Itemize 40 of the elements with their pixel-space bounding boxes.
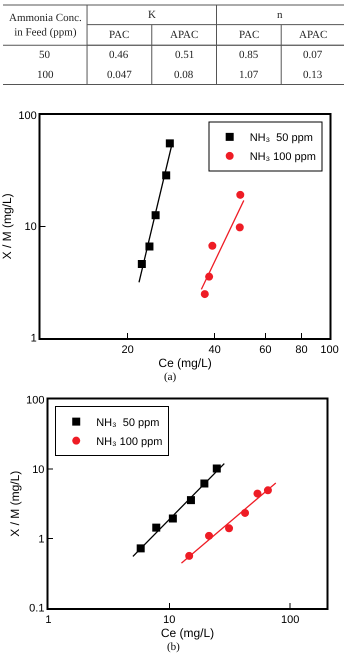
legend-label: NH₃ 50 ppm bbox=[250, 132, 313, 144]
text: (b) bbox=[167, 641, 180, 653]
legend-label: NH₃ 100 ppm bbox=[250, 151, 316, 164]
text: 50 bbox=[39, 49, 50, 61]
y-tick-label: 100 bbox=[26, 394, 44, 407]
x-tick-label: 100 bbox=[320, 344, 339, 356]
text: PAC bbox=[239, 29, 260, 41]
legend-label: NH₃ 50 ppm bbox=[96, 416, 160, 429]
x-axis-title: Ce (mg/L) bbox=[160, 626, 214, 640]
text: 1.07 bbox=[239, 69, 259, 81]
text: 0.46 bbox=[109, 49, 129, 61]
text: Ammonia Conc. in Feed (ppm) bbox=[9, 12, 82, 38]
text: APAC bbox=[170, 29, 198, 41]
text: 0.047 bbox=[107, 69, 132, 81]
x-tick-label: 10 bbox=[163, 614, 176, 626]
y-tick-label: 100 bbox=[18, 110, 37, 122]
text: 0.51 bbox=[175, 49, 194, 61]
text: 0.85 bbox=[239, 49, 259, 61]
y-tick-label: 10 bbox=[32, 464, 44, 476]
text: 0.07 bbox=[303, 49, 323, 61]
text: APAC bbox=[299, 29, 328, 41]
y-tick-label: 1 bbox=[30, 332, 37, 345]
x-tick-label: 100 bbox=[281, 614, 300, 626]
x-tick-label: 40 bbox=[208, 344, 221, 356]
legend-label: NH₃ 100 ppm bbox=[96, 436, 162, 448]
y-axis-title: X / M (mg/L) bbox=[8, 470, 22, 537]
y-tick-label: 10 bbox=[24, 221, 37, 234]
x-tick-label: 60 bbox=[259, 344, 272, 356]
x-tick-label: 80 bbox=[295, 344, 308, 356]
text: n bbox=[277, 9, 283, 21]
y-axis-title: X / M (mg/L) bbox=[0, 193, 14, 260]
text: (a) bbox=[164, 371, 177, 383]
x-axis-title: Ce (mg/L) bbox=[158, 356, 212, 370]
text: PAC bbox=[109, 29, 130, 41]
text: 0.08 bbox=[174, 69, 194, 81]
x-tick-label: 20 bbox=[122, 344, 134, 356]
y-tick-label: 1 bbox=[38, 533, 44, 546]
text: 0.13 bbox=[303, 69, 323, 81]
text: K bbox=[148, 9, 156, 21]
y-tick-label: 0.1 bbox=[29, 602, 44, 615]
